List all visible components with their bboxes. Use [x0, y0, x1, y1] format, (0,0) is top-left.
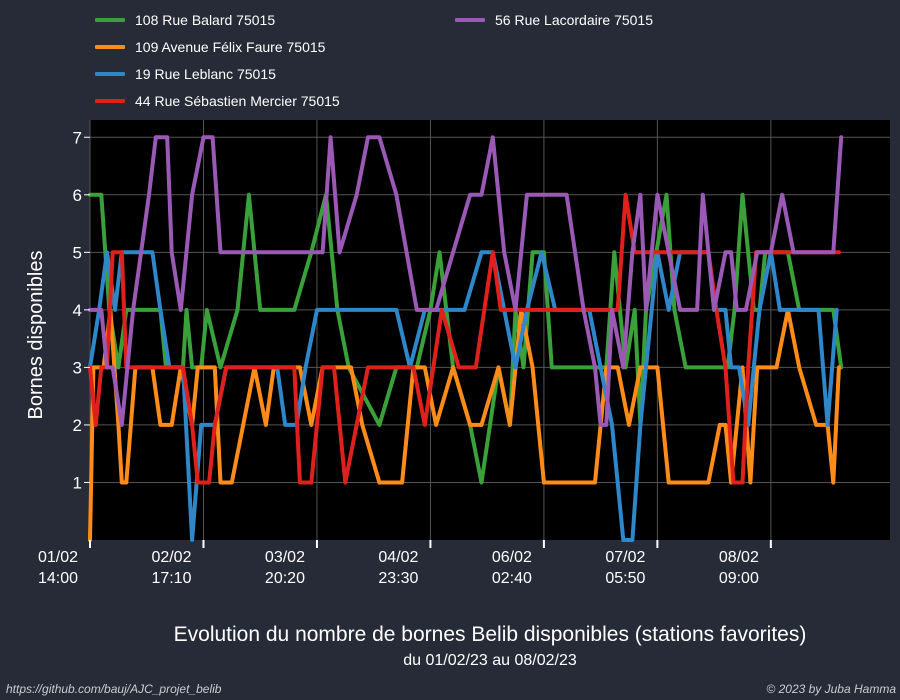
x-tick-label-date: 01/02 — [38, 549, 78, 566]
copyright: © 2023 by Juba Hamma — [766, 682, 896, 696]
x-tick-label-date: 03/02 — [265, 549, 305, 566]
x-tick-label-time: 17:10 — [151, 570, 191, 587]
series-layer — [88, 135, 844, 542]
source-link[interactable]: https://github.com/bauj/AJC_projet_belib — [6, 682, 222, 696]
legend-label: 56 Rue Lacordaire 75015 — [495, 12, 654, 28]
axes: 1 2 3 4 5 6 7 01/02 14:00 02/02 17:10 03/02 20:20 04/… — [38, 128, 772, 587]
legend-item-felix-faure[interactable]: 109 Avenue Félix Faure 75015 — [95, 39, 325, 55]
chart-title: Evolution du nombre de bornes Belib disp… — [173, 623, 807, 646]
legend-item-lacordaire[interactable]: 56 Rue Lacordaire 75015 — [455, 12, 653, 28]
x-tick-label-time: 14:00 — [38, 570, 78, 587]
y-tick-label: 2 — [73, 416, 82, 435]
legend-label: 44 Rue Sébastien Mercier 75015 — [135, 93, 340, 109]
x-tick-label-time: 02:40 — [492, 570, 532, 587]
y-tick-label: 5 — [73, 243, 82, 262]
x-tick-label-date: 08/02 — [719, 549, 759, 566]
legend-label: 19 Rue Leblanc 75015 — [135, 66, 276, 82]
legend-item-leblanc[interactable]: 19 Rue Leblanc 75015 — [95, 66, 276, 82]
x-tick-label-time: 05:50 — [605, 570, 645, 587]
legend: 108 Rue Balard 75015 109 Avenue Félix Fa… — [95, 10, 735, 120]
series-line-4 — [88, 135, 844, 427]
legend-label: 109 Avenue Félix Faure 75015 — [135, 39, 326, 55]
x-tick-label-date: 02/02 — [151, 549, 191, 566]
legend-item-balard[interactable]: 108 Rue Balard 75015 — [95, 12, 275, 28]
x-tick-label-time: 20:20 — [265, 570, 305, 587]
y-tick-label: 6 — [73, 186, 82, 205]
y-tick-label: 3 — [73, 358, 82, 377]
chart-subtitle: du 01/02/23 au 08/02/23 — [403, 652, 577, 669]
x-tick-label-date: 04/02 — [378, 549, 418, 566]
x-tick-label-time: 09:00 — [719, 570, 759, 587]
legend-swatch — [95, 45, 125, 49]
legend-label: 108 Rue Balard 75015 — [135, 12, 276, 28]
series-line-3 — [88, 192, 841, 485]
legend-swatch — [95, 72, 125, 76]
x-tick-label-date: 06/02 — [492, 549, 532, 566]
y-axis-label: Bornes disponibles — [25, 251, 47, 420]
legend-swatch — [455, 18, 485, 22]
y-tick-label: 4 — [73, 301, 82, 320]
x-tick-label-date: 07/02 — [605, 549, 645, 566]
legend-swatch — [95, 99, 125, 103]
x-tick-label-time: 23:30 — [378, 570, 418, 587]
y-tick-label: 7 — [73, 128, 82, 147]
legend-item-mercier[interactable]: 44 Rue Sébastien Mercier 75015 — [95, 93, 340, 109]
legend-swatch — [95, 18, 125, 22]
y-tick-label: 1 — [73, 473, 82, 492]
series-line-2 — [88, 250, 839, 542]
